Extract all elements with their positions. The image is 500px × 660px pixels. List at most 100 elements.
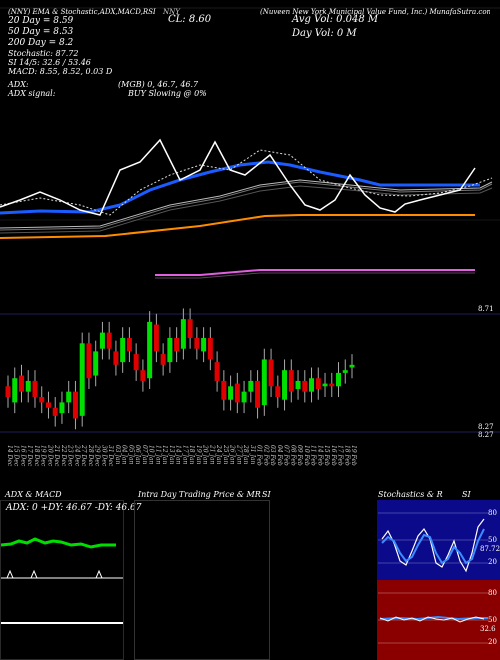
- x-tick-label: 17 Dec: [26, 445, 33, 467]
- x-tick-label: 17 Feb: [337, 445, 344, 466]
- x-tick-label: 04 Jan: [121, 445, 128, 465]
- intraday-panel-suffix: SI: [262, 490, 271, 499]
- x-tick-label: 28 Dec: [87, 444, 94, 467]
- rsi-tick-80: 80: [488, 589, 497, 597]
- x-tick-label: 31 Jan: [249, 445, 256, 465]
- day-vol-label: Day Vol: 0 M: [292, 28, 357, 39]
- candle-body: [79, 343, 85, 416]
- stoch-value: 87.72: [480, 545, 500, 553]
- x-tick-label: 01 Feb: [256, 445, 263, 466]
- candle-body: [99, 332, 105, 349]
- candle-body: [268, 359, 274, 387]
- ema-50-label: 50 Day = 8.53: [8, 27, 74, 37]
- intraday-panel-title: Intra Day Trading Price & MR: [138, 490, 261, 499]
- x-tick-label: 10 Feb: [303, 445, 310, 466]
- x-tick-label: 22 Dec: [60, 444, 67, 467]
- x-tick-label: 15 Dec: [13, 445, 20, 467]
- stochastics-svg: [378, 512, 488, 573]
- adx-label: ADX:: [8, 80, 29, 89]
- x-tick-label: 25 Jan: [222, 444, 229, 465]
- candle-body: [52, 407, 58, 416]
- candle-body: [25, 380, 31, 392]
- x-tick-label: 14 Jan: [175, 445, 182, 465]
- stochastic-line: [0, 138, 476, 216]
- candle-body: [86, 343, 92, 379]
- candle-body: [167, 337, 173, 363]
- x-tick-label: 21 Jan: [208, 444, 215, 465]
- x-tick-label: 12 Jan: [161, 445, 168, 465]
- candle-body: [187, 319, 193, 338]
- x-tick-label: 27 Jan: [235, 444, 242, 465]
- x-tick-label: 28 Jan: [242, 444, 249, 465]
- ema-layer: [0, 138, 493, 279]
- ema-200-label: 200 Day = 8.2: [8, 38, 74, 48]
- candle-body: [133, 354, 139, 371]
- magenta-line-shadow: [155, 272, 475, 279]
- adx-panel-title: ADX & MACD: [5, 490, 62, 499]
- candle-body: [288, 370, 294, 392]
- x-tick-label: 09 Feb: [296, 445, 303, 466]
- band-upper-1: [0, 179, 493, 229]
- company-line: (Nuveen New York Municipal Value Fund, I…: [260, 8, 490, 16]
- candle-body: [147, 321, 153, 379]
- candle-body: [113, 351, 119, 365]
- adx-macd-svg: [1, 537, 123, 624]
- candle-body: [336, 372, 342, 387]
- x-tick-label: 15 Feb: [323, 445, 330, 466]
- candle-layer: [5, 308, 355, 430]
- candle-body: [248, 380, 254, 392]
- candle-body: [255, 380, 261, 408]
- candle-body: [342, 370, 348, 373]
- candle-body: [315, 378, 321, 389]
- x-tick-label: 31 Dec: [107, 445, 114, 467]
- candle-body: [12, 378, 18, 403]
- candle-body: [5, 386, 11, 398]
- x-tick-label: 13 Jan: [168, 445, 175, 465]
- candle-body: [214, 362, 220, 381]
- x-tick-label: 17 Jan: [181, 445, 188, 465]
- candle-body: [45, 402, 51, 408]
- candle-body: [59, 402, 65, 414]
- adx-signal-value: BUY Slowing @ 0%: [128, 89, 207, 98]
- x-tick-label: 19 Jan: [195, 445, 202, 465]
- candle-body: [228, 386, 234, 400]
- x-tick-label: 29 Dec: [94, 444, 101, 467]
- candle-body: [322, 383, 328, 387]
- band-upper-3: [0, 185, 493, 234]
- rsi-panel: 80 50 20 32.6: [377, 580, 500, 660]
- stoch-tick-20: 20: [488, 558, 497, 566]
- ema-200-line: [0, 214, 475, 239]
- ema-20-label: 20 Day = 8.59: [8, 16, 74, 26]
- adx-values: (MGB) 0, 46.7, 46.7: [118, 80, 199, 89]
- x-tick-label: 07 Feb: [283, 445, 290, 466]
- candle-body: [349, 364, 355, 368]
- x-tick-label: 03 Jan: [114, 445, 121, 465]
- stochastic-label: Stochastic: 87.72: [8, 49, 79, 58]
- ticker-code: NNY: [163, 8, 180, 16]
- x-tick-label: 18 Jan: [188, 445, 195, 465]
- macd-peaks: [6, 569, 103, 579]
- x-tick-label: 16 Feb: [330, 445, 337, 466]
- candle-body: [66, 391, 72, 403]
- stoch-k-line: [381, 518, 485, 573]
- intraday-panel: [134, 500, 270, 660]
- macd-label: MACD: 8.55, 8.52, 0.03 D: [8, 67, 113, 76]
- candle-body: [120, 337, 126, 363]
- price-axis-low-1: 8.27: [478, 423, 494, 431]
- candle-body: [241, 391, 247, 403]
- stoch-tick-80: 80: [488, 509, 497, 517]
- price-axis-low-2: 8.27: [478, 431, 494, 439]
- ema-20-line: [0, 149, 493, 216]
- rsi-value: 32.6: [480, 625, 496, 633]
- x-tick-label: 20 Jan: [202, 444, 209, 465]
- candle-body: [72, 391, 78, 419]
- adx-line: [1, 537, 116, 549]
- candle-body: [309, 378, 315, 392]
- x-tick-label: 24 Jan: [215, 444, 222, 465]
- x-tick-label: 23 Dec: [67, 444, 74, 467]
- x-tick-label: 11 Feb: [310, 445, 317, 466]
- x-tick-label: 27 Dec: [80, 444, 87, 467]
- close-label: CL: 8.60: [168, 14, 212, 25]
- x-tick-label: 24 Dec: [73, 444, 80, 467]
- x-tick-label: 18 Dec: [33, 445, 40, 467]
